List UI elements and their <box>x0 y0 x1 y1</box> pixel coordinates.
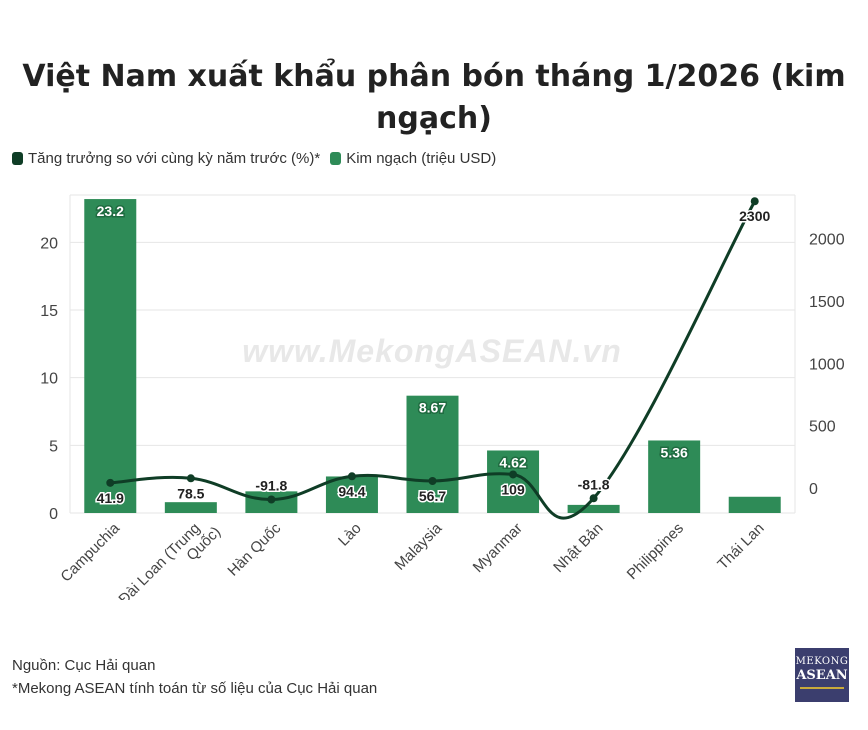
growth-point <box>186 474 195 483</box>
growth-point <box>106 478 115 487</box>
bar-value-label: 5.36 <box>661 444 688 460</box>
legend-item-growth[interactable]: Tăng trưởng so với cùng kỳ năm trước (%)… <box>12 150 320 167</box>
y-left-tick-label: 20 <box>40 235 58 252</box>
y-right-tick-label: 1500 <box>809 294 845 311</box>
legend-swatch-value <box>330 152 342 165</box>
line-value-label: 41.9 <box>97 490 124 506</box>
line-value-label: -91.8 <box>255 478 287 494</box>
y-left-tick-label: 0 <box>49 506 58 523</box>
bar <box>728 496 781 513</box>
chart-title: Việt Nam xuất khẩu phân bón tháng 1/2026… <box>0 56 868 140</box>
x-category-label: Campuchia <box>57 519 123 585</box>
growth-point <box>267 495 276 504</box>
bar <box>567 504 620 513</box>
x-category-label: Thái Lan <box>714 520 767 573</box>
bar-value-label: 23.2 <box>97 203 124 219</box>
bar <box>84 199 137 513</box>
line-value-label: -81.8 <box>578 476 610 492</box>
y-left-tick-label: 15 <box>40 303 58 320</box>
growth-point <box>750 197 759 206</box>
growth-point <box>509 470 518 479</box>
growth-point <box>428 476 437 485</box>
x-category-label: Philippines <box>624 520 687 583</box>
growth-point <box>589 494 598 503</box>
x-category-label: Myanmar <box>470 520 526 576</box>
legend-label-value: Kim ngạch (triệu USD) <box>346 150 497 167</box>
bar <box>406 395 459 513</box>
y-left-tick-label: 5 <box>49 438 58 455</box>
bar-value-label: 4.62 <box>499 454 526 470</box>
y-right-tick-label: 2000 <box>809 232 845 249</box>
legend: Tăng trưởng so với cùng kỳ năm trước (%)… <box>12 150 506 167</box>
x-category-label: Lào <box>335 520 365 550</box>
bar <box>325 476 378 513</box>
y-right-tick-label: 500 <box>809 419 836 436</box>
logo-underline <box>800 687 844 689</box>
bar-value-label: 8.67 <box>419 400 446 416</box>
x-category-label: Malaysia <box>391 519 445 573</box>
line-value-label: 109 <box>501 481 525 497</box>
chart-title-line2: ngạch) <box>376 101 492 136</box>
line-value-label: 56.7 <box>419 488 446 504</box>
mekong-asean-logo: MEKONG ASEAN <box>795 648 849 702</box>
legend-item-value[interactable]: Kim ngạch (triệu USD) <box>330 150 496 167</box>
chart-area: 0 5 10 15 20 0 500 1000 1500 2000 www.MekongASEAN.… <box>40 194 845 600</box>
growth-point <box>347 472 356 481</box>
source-note: Nguồn: Cục Hải quan <box>12 657 156 674</box>
bar <box>164 502 217 513</box>
legend-label-growth: Tăng trưởng so với cùng kỳ năm trước (%)… <box>28 150 321 167</box>
y-right-tick-label: 1000 <box>809 356 845 373</box>
watermark: www.MekongASEAN.vn <box>242 333 622 369</box>
y-right-tick-label: 0 <box>809 481 818 498</box>
footnote: *Mekong ASEAN tính toán từ số liệu của C… <box>12 680 378 697</box>
x-category-label: Hàn Quốc <box>224 519 284 579</box>
line-value-label: 78.5 <box>177 485 204 501</box>
chart-title-line1: Việt Nam xuất khẩu phân bón tháng 1/2026… <box>22 59 846 94</box>
logo-line1: MEKONG <box>795 656 849 667</box>
x-category-label: Đài Loan (TrungQuốc) <box>115 511 224 600</box>
logo-line2: ASEAN <box>796 668 848 683</box>
x-category-label: Nhật Bản <box>550 520 606 576</box>
y-left-tick-label: 10 <box>40 371 58 388</box>
bar <box>648 440 701 513</box>
line-value-label: 94.4 <box>338 483 365 499</box>
line-value-label: 2300 <box>739 208 770 224</box>
bar <box>487 450 540 513</box>
legend-swatch-growth <box>12 152 23 165</box>
